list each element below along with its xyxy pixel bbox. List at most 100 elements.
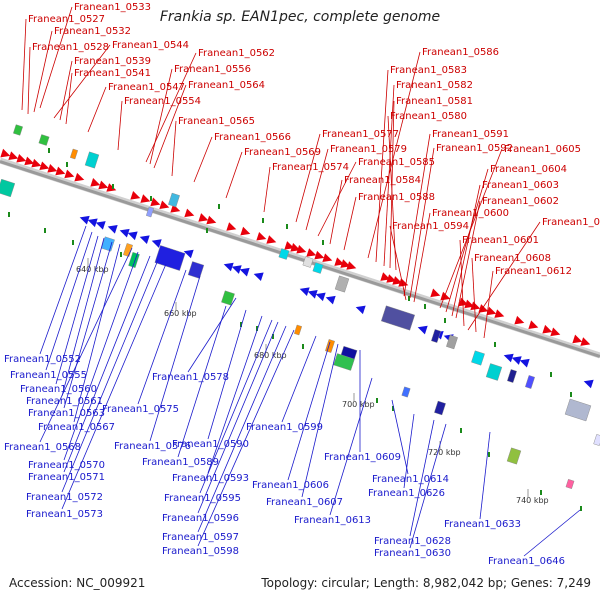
- reverse-gene-label: Franean1_0630: [374, 548, 451, 559]
- reverse-label-leader: [391, 399, 409, 475]
- forward-label-leader: [455, 200, 481, 319]
- reverse-label-leader: [39, 247, 133, 443]
- forward-gene-label: Franean1_0604: [490, 164, 567, 175]
- forward-gene-arrow: [16, 153, 27, 163]
- reverse-label-leader: [39, 225, 87, 355]
- reverse-label-leader: [73, 243, 121, 423]
- reverse-gene-arrow: [519, 358, 530, 368]
- gene-block: [434, 400, 446, 416]
- gene-block: [128, 252, 140, 268]
- forward-label-leader: [483, 270, 494, 339]
- reverse-gene-label: Franean1_0599: [246, 422, 323, 433]
- reverse-gene-arrow: [79, 215, 90, 225]
- tick-mark: [150, 196, 152, 201]
- reverse-gene-label: Franean1_0567: [38, 422, 115, 433]
- forward-label-leader: [295, 133, 321, 223]
- reverse-label-leader: [207, 309, 247, 440]
- reverse-label-leader: [479, 431, 491, 520]
- forward-label-leader: [153, 84, 187, 169]
- forward-label-leader: [149, 68, 173, 165]
- reverse-label-leader: [197, 325, 287, 533]
- forward-gene-label: Franean1_0582: [396, 80, 473, 91]
- gene-block: [593, 434, 600, 446]
- forward-gene-arrow: [106, 183, 117, 192]
- tick-mark: [8, 212, 10, 217]
- tick-mark: [286, 224, 288, 229]
- forward-gene-label: Franean1_0584: [344, 175, 421, 186]
- forward-gene-arrow: [440, 291, 451, 301]
- tick-mark: [262, 218, 264, 223]
- tick-mark: [112, 184, 114, 189]
- forward-label-leader: [467, 221, 541, 331]
- reverse-label-leader: [409, 423, 447, 549]
- reverse-gene-arrow: [355, 305, 366, 315]
- forward-gene-arrow: [170, 204, 181, 213]
- tick-mark: [424, 304, 426, 309]
- reverse-label-leader: [287, 341, 331, 481]
- gene-block: [293, 324, 303, 336]
- tick-mark: [120, 252, 122, 257]
- forward-gene-label: Franean1_0605: [504, 144, 581, 155]
- reverse-gene-label: Franean1_0560: [20, 384, 97, 395]
- forward-gene-arrow: [240, 226, 251, 236]
- forward-gene-arrow: [470, 301, 481, 311]
- forward-gene-label: Franean1_0580: [390, 111, 467, 122]
- forward-gene-arrow: [296, 244, 307, 254]
- forward-gene-arrow: [47, 164, 58, 173]
- reverse-label-leader: [63, 255, 151, 473]
- forward-label-leader: [263, 166, 271, 213]
- forward-gene-arrow: [39, 161, 50, 171]
- reverse-gene-label: Franean1_0552: [4, 354, 81, 365]
- gene-block: [333, 353, 355, 371]
- tick-mark: [408, 296, 410, 301]
- reverse-gene-arrow: [107, 225, 118, 234]
- tick-mark: [392, 406, 394, 411]
- forward-gene-arrow: [494, 309, 505, 318]
- scale-label: 660 kbp: [164, 309, 197, 318]
- reverse-gene-arrow: [127, 231, 138, 241]
- gene-block: [145, 206, 155, 218]
- forward-gene-arrow: [159, 200, 170, 210]
- forward-label-leader: [225, 151, 243, 199]
- reverse-label-leader: [199, 319, 273, 494]
- forward-label-leader: [403, 133, 431, 297]
- forward-gene-arrow: [55, 166, 66, 176]
- reverse-label-leader: [149, 275, 201, 442]
- forward-label-leader: [27, 46, 31, 115]
- reverse-gene-label: Franean1_0595: [164, 493, 241, 504]
- gene-block: [38, 134, 50, 146]
- reverse-gene-label: Franean1_0626: [368, 488, 445, 499]
- tick-mark: [256, 326, 258, 331]
- forward-label-leader: [367, 51, 421, 259]
- reverse-gene-label: Franean1_0607: [266, 497, 343, 508]
- forward-label-leader: [375, 69, 389, 263]
- reverse-gene-label: Franean1_0598: [162, 546, 239, 557]
- forward-gene-arrow: [346, 261, 357, 270]
- gene-block: [168, 192, 180, 208]
- forward-gene-label: Franean1_0566: [214, 132, 291, 143]
- reverse-gene-arrow: [315, 292, 326, 302]
- forward-gene-label: Franean1_0556: [174, 64, 251, 75]
- forward-label-leader: [413, 212, 431, 303]
- forward-gene-label: Franean1_0544: [112, 40, 189, 51]
- tick-mark: [206, 228, 208, 233]
- reverse-gene-label: Franean1_0563: [28, 408, 105, 419]
- forward-gene-arrow: [580, 337, 591, 346]
- forward-label-leader: [389, 225, 407, 301]
- forward-gene-label: Franean1_0591: [432, 129, 509, 140]
- forward-label-leader: [343, 196, 357, 251]
- tick-mark: [240, 322, 242, 327]
- forward-gene-label: Franean1_0547: [108, 82, 185, 93]
- gene-block: [334, 275, 350, 293]
- reverse-gene-label: Franean1_0568: [4, 442, 81, 453]
- forward-gene-label: Franean1_0579: [330, 144, 407, 155]
- gene-block: [525, 375, 535, 389]
- forward-gene-arrow: [206, 215, 217, 225]
- tick-mark: [48, 148, 50, 153]
- forward-gene-label: Franean1_0608: [474, 253, 551, 264]
- forward-gene-label: Franean1_0564: [188, 80, 265, 91]
- gene-block: [485, 363, 503, 381]
- gene-block: [565, 479, 575, 489]
- gene-block: [431, 329, 441, 343]
- tick-mark: [322, 240, 324, 245]
